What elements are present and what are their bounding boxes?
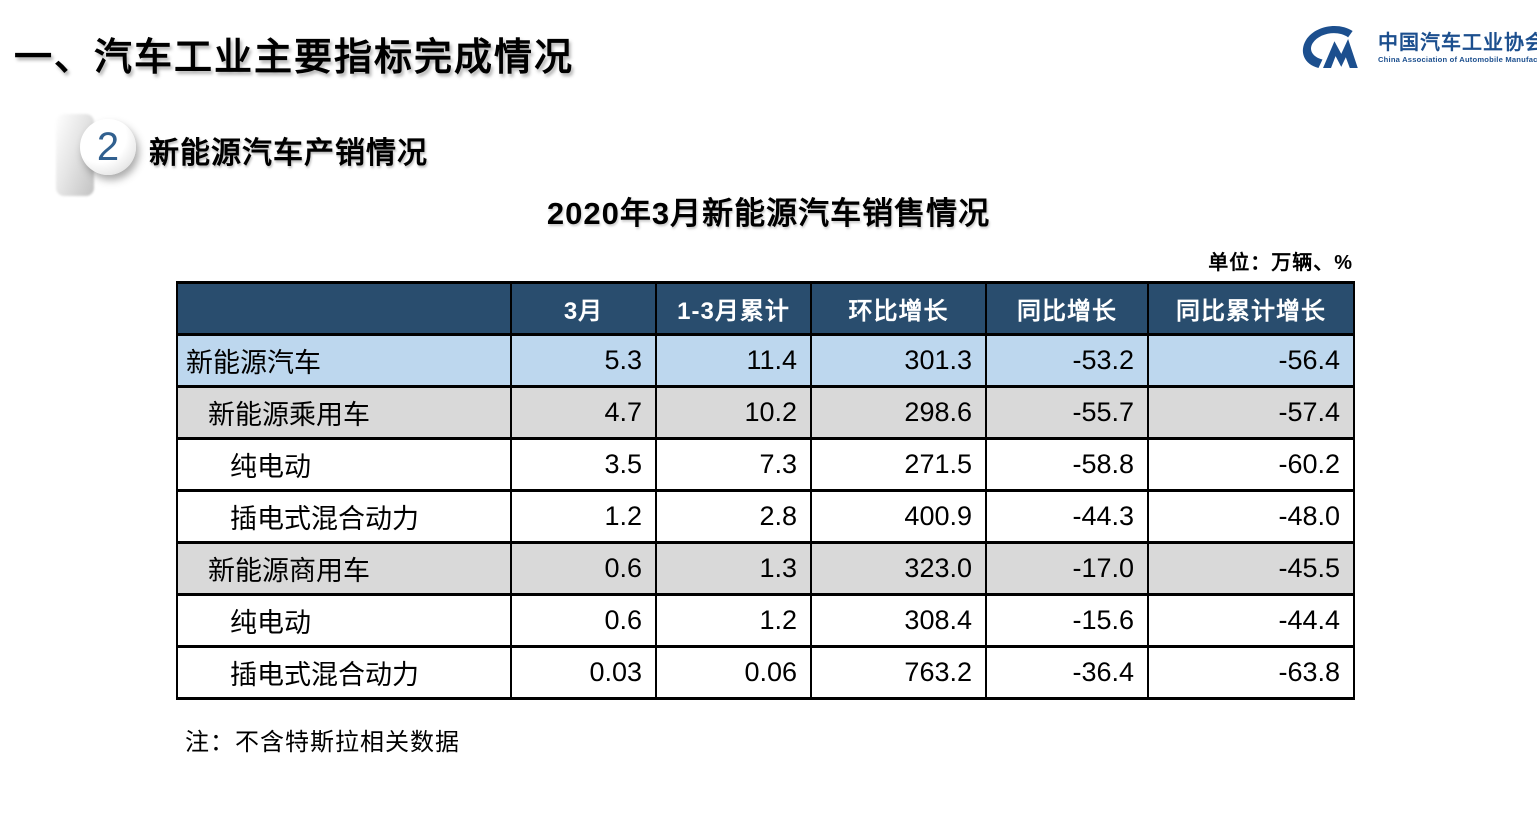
logo-name-cn: 中国汽车工业协会 <box>1378 31 1537 54</box>
row-label: 新能源乘用车 <box>176 385 512 440</box>
section-title: 新能源汽车产销情况 <box>149 137 428 170</box>
nev-sales-table: 3月 1-3月累计 环比增长 同比增长 同比累计增长 新能源汽车 5.3 11.4 301.3… <box>176 281 1355 700</box>
value-cell: 1.2 <box>655 593 812 648</box>
value-cell: 11.4 <box>655 333 812 388</box>
table-row: 插电式混合动力 1.2 2.8 400.9 -44.3 -48.0 <box>176 489 1355 544</box>
row-label: 新能源商用车 <box>176 541 512 596</box>
table-title: 2020年3月新能源汽车销售情况 <box>546 196 991 231</box>
value-cell: 1.3 <box>655 541 812 596</box>
table-header-cell: 1-3月累计 <box>655 281 812 336</box>
value-cell: -55.7 <box>985 385 1149 440</box>
caam-logo: 中国汽车工业协会 China Association of Automobile… <box>1298 20 1537 74</box>
value-cell: 4.7 <box>510 385 657 440</box>
table-body: 新能源汽车 5.3 11.4 301.3 -53.2 -56.4 新能源乘用车 4.7 10.2… <box>176 333 1355 700</box>
table-header-cell: 同比累计增长 <box>1147 281 1355 336</box>
footnote: 注：不含特斯拉相关数据 <box>185 729 460 756</box>
value-cell: -58.8 <box>985 437 1149 492</box>
unit-label: 单位：万辆、% <box>1208 252 1353 274</box>
table-row: 插电式混合动力 0.03 0.06 763.2 -36.4 -63.8 <box>176 645 1355 700</box>
value-cell: 2.8 <box>655 489 812 544</box>
table-header-row: 3月 1-3月累计 环比增长 同比增长 同比累计增长 <box>176 281 1355 336</box>
row-label: 插电式混合动力 <box>176 645 512 700</box>
value-cell: 3.5 <box>510 437 657 492</box>
table-header-cell: 同比增长 <box>985 281 1149 336</box>
logo-text: 中国汽车工业协会 China Association of Automobile… <box>1378 31 1537 64</box>
value-cell: 0.6 <box>510 541 657 596</box>
value-cell: 298.6 <box>810 385 987 440</box>
value-cell: 0.03 <box>510 645 657 700</box>
table-row: 纯电动 3.5 7.3 271.5 -58.8 -60.2 <box>176 437 1355 492</box>
value-cell: -57.4 <box>1147 385 1355 440</box>
value-cell: 0.6 <box>510 593 657 648</box>
value-cell: 308.4 <box>810 593 987 648</box>
value-cell: 10.2 <box>655 385 812 440</box>
table-header-cell: 3月 <box>510 281 657 336</box>
value-cell: 5.3 <box>510 333 657 388</box>
table-header-cell <box>176 281 512 336</box>
value-cell: 0.06 <box>655 645 812 700</box>
value-cell: -36.4 <box>985 645 1149 700</box>
value-cell: -45.5 <box>1147 541 1355 596</box>
table-row: 新能源商用车 0.6 1.3 323.0 -17.0 -45.5 <box>176 541 1355 596</box>
page-title: 一、汽车工业主要指标完成情况 <box>14 37 575 79</box>
table-row: 新能源汽车 5.3 11.4 301.3 -53.2 -56.4 <box>176 333 1355 388</box>
section-number: 2 <box>96 125 120 169</box>
table-row: 纯电动 0.6 1.2 308.4 -15.6 -44.4 <box>176 593 1355 648</box>
section-number-badge: 2 <box>80 119 136 175</box>
value-cell: -63.8 <box>1147 645 1355 700</box>
value-cell: -44.3 <box>985 489 1149 544</box>
value-cell: 301.3 <box>810 333 987 388</box>
row-label: 新能源汽车 <box>176 333 512 388</box>
table-header-cell: 环比增长 <box>810 281 987 336</box>
value-cell: 323.0 <box>810 541 987 596</box>
logo-name-en: China Association of Automobile Manufact… <box>1378 54 1537 64</box>
value-cell: -60.2 <box>1147 437 1355 492</box>
table-row: 新能源乘用车 4.7 10.2 298.6 -55.7 -57.4 <box>176 385 1355 440</box>
value-cell: 7.3 <box>655 437 812 492</box>
value-cell: -15.6 <box>985 593 1149 648</box>
row-label: 纯电动 <box>176 593 512 648</box>
value-cell: -48.0 <box>1147 489 1355 544</box>
value-cell: -53.2 <box>985 333 1149 388</box>
row-label: 插电式混合动力 <box>176 489 512 544</box>
value-cell: 763.2 <box>810 645 987 700</box>
row-label: 纯电动 <box>176 437 512 492</box>
value-cell: 1.2 <box>510 489 657 544</box>
value-cell: -17.0 <box>985 541 1149 596</box>
value-cell: -56.4 <box>1147 333 1355 388</box>
value-cell: 271.5 <box>810 437 987 492</box>
value-cell: -44.4 <box>1147 593 1355 648</box>
value-cell: 400.9 <box>810 489 987 544</box>
caam-cm-monogram-icon <box>1302 26 1358 69</box>
